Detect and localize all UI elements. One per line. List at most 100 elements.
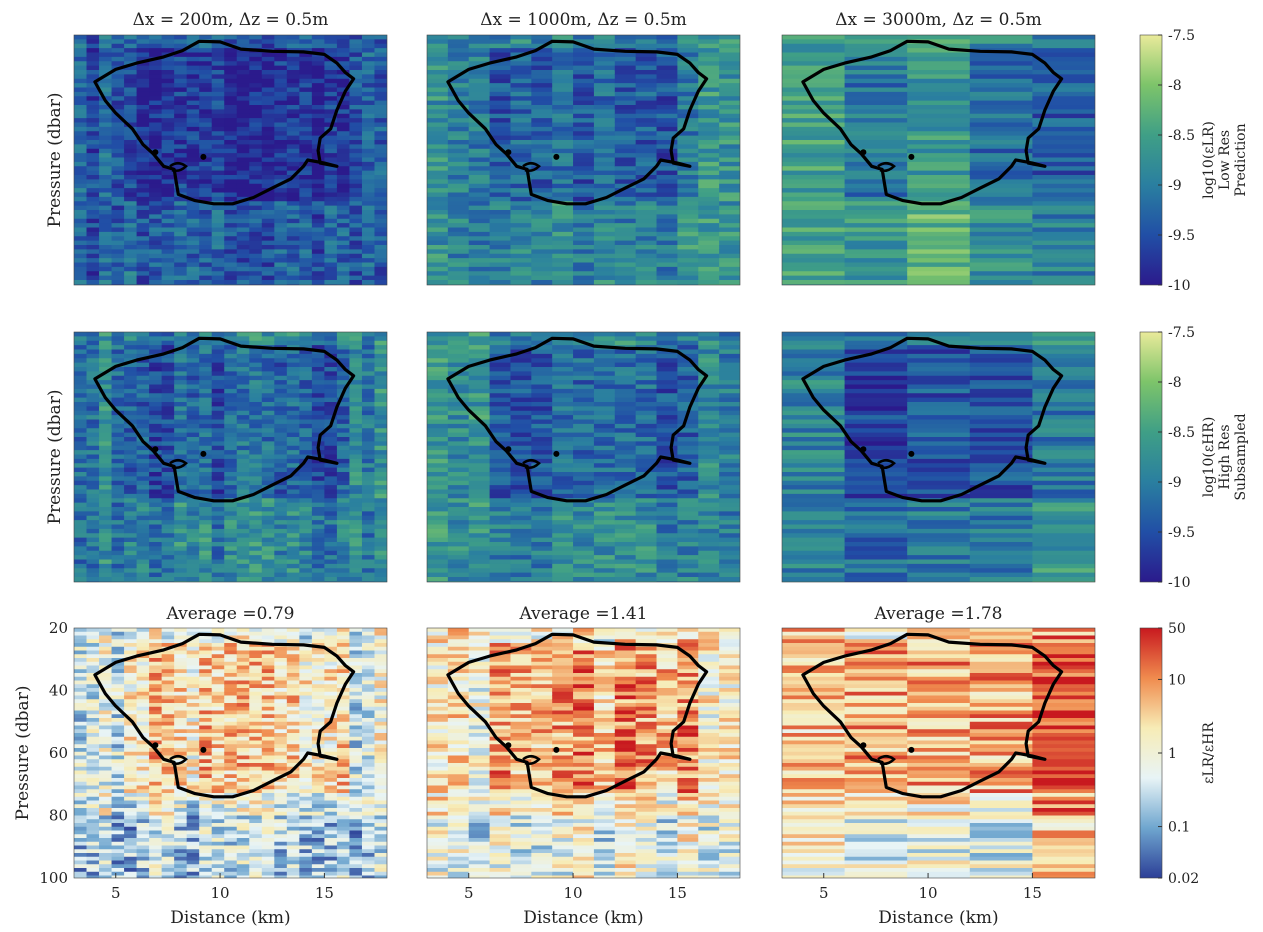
colorbar-tick-label: 10: [1168, 672, 1186, 688]
colorbar-tick-label: -7.5: [1168, 325, 1195, 341]
colorbar-tick-label: -8.5: [1168, 128, 1195, 144]
x-tick-label: 10: [919, 884, 938, 902]
panel-r2-c2: [426, 331, 741, 583]
colorbar-label: log10(εLR): [1201, 121, 1217, 199]
contour-dot: [860, 446, 867, 453]
contour-dot: [860, 742, 867, 749]
colorbar-tick-label: -9: [1168, 475, 1182, 491]
colorbar-label: Low Res: [1217, 130, 1233, 190]
heatmap-field: [782, 628, 1095, 878]
panel-frame: [781, 627, 1096, 879]
contour-dot: [505, 149, 512, 156]
panel-frame: [781, 331, 1096, 583]
colorbar-tick-label: -7.5: [1168, 28, 1195, 44]
contour-dot: [505, 446, 512, 453]
panel-frame: [426, 627, 741, 879]
panel-r2-c1: Pressure (dbar): [45, 331, 388, 583]
colorbar-tick-label: 50: [1168, 621, 1186, 637]
panel-title: Average =0.79: [166, 604, 295, 624]
colorbar-tick-label: 0.1: [1168, 820, 1190, 836]
colorbar-row-2: -7.5 -8 -8.5 -9 -9.5 -10 log10(εHR) High Res Sub…: [1139, 325, 1249, 591]
panel-frame: [73, 331, 388, 583]
colorbar: [1139, 331, 1163, 583]
panel-frame: [73, 627, 388, 879]
panel-r1-c2: Δx = 1000m, Δz = 0.5m: [426, 10, 741, 286]
inner-contour: [169, 754, 188, 766]
column-title: Δx = 3000m, Δz = 0.5m: [835, 10, 1042, 30]
y-tick-label: 60: [49, 744, 68, 762]
panel-r3-c2: Average =1.41 5 10 15 Distance (km): [426, 604, 741, 928]
contour-dot: [152, 742, 159, 749]
eddy-contour: [446, 39, 709, 206]
panel-r1-c1: Δx = 200m, Δz = 0.5m Pressure (dbar): [45, 10, 388, 286]
heatmap-field: [74, 332, 387, 582]
contour-dot: [908, 153, 915, 160]
x-tick-label: 10: [564, 884, 583, 902]
y-tick-label: 40: [49, 682, 68, 700]
colorbar-tick-label: 1: [1168, 746, 1177, 762]
colorbar-tick-label: -9: [1168, 178, 1182, 194]
y-tick-label: 80: [49, 807, 68, 825]
colorbar-row-1: -7.5 -8 -8.5 -9 -9.5 -10 log10(εLR) Low Res Pred…: [1139, 28, 1249, 294]
colorbar-tick-label: -9.5: [1168, 228, 1195, 244]
inner-contour: [877, 161, 896, 173]
column-title: Δx = 200m, Δz = 0.5m: [133, 10, 329, 30]
eddy-contour: [446, 336, 709, 503]
contour-dot: [152, 149, 159, 156]
inner-contour: [169, 458, 188, 470]
panel-frame: [781, 34, 1096, 286]
heatmap-field: [782, 35, 1095, 285]
inner-contour: [522, 458, 541, 470]
contour-dot: [152, 446, 159, 453]
contour-dot: [553, 746, 560, 753]
contour-dot: [908, 746, 915, 753]
heatmap-field: [782, 332, 1095, 582]
panel-title: Average =1.78: [874, 604, 1003, 624]
eddy-contour: [801, 632, 1064, 799]
column-title: Δx = 1000m, Δz = 0.5m: [480, 10, 687, 30]
contour-dot: [908, 450, 915, 457]
eddy-contour: [446, 632, 709, 799]
x-axis-label: Distance (km): [878, 908, 998, 928]
colorbar-label: log10(εHR): [1201, 417, 1217, 498]
colorbar-tick-label: -10: [1168, 278, 1191, 294]
x-tick-label: 15: [1023, 884, 1042, 902]
colorbar-tick-label: -8: [1168, 78, 1182, 94]
panel-r1-c3: Δx = 3000m, Δz = 0.5m: [781, 10, 1096, 286]
x-tick-label: 5: [464, 884, 474, 902]
y-tick-label: 100: [39, 869, 68, 887]
panel-r2-c3: [781, 331, 1096, 583]
x-tick-label: 15: [315, 884, 334, 902]
contour-dot: [860, 149, 867, 156]
x-tick-label: 15: [668, 884, 687, 902]
inner-contour: [522, 161, 541, 173]
colorbar-label: εLR/εHR: [1201, 722, 1217, 784]
colorbar: [1139, 34, 1163, 286]
panel-frame: [426, 34, 741, 286]
contour-dot: [200, 746, 207, 753]
x-tick-label: 5: [819, 884, 829, 902]
colorbar-tick-label: 0.02: [1168, 871, 1199, 887]
heatmap-field: [427, 628, 740, 878]
colorbar-tick-label: -10: [1168, 575, 1191, 591]
x-axis-label: Distance (km): [523, 908, 643, 928]
x-tick-label: 5: [111, 884, 121, 902]
contour-dot: [553, 450, 560, 457]
contour-dot: [200, 153, 207, 160]
eddy-contour: [93, 336, 356, 503]
panel-frame: [73, 34, 388, 286]
colorbar-label: Subsampled: [1233, 413, 1249, 500]
colorbar-label: Prediction: [1233, 123, 1249, 196]
panel-title: Average =1.41: [519, 604, 648, 624]
inner-contour: [169, 161, 188, 173]
heatmap-field: [74, 628, 387, 878]
colorbar-tick-label: -8: [1168, 375, 1182, 391]
colorbar-label: High Res: [1217, 424, 1233, 489]
colorbar-tick-label: -9.5: [1168, 525, 1195, 541]
y-tick-label: 20: [49, 619, 68, 637]
inner-contour: [877, 754, 896, 766]
inner-contour: [522, 754, 541, 766]
contour-dot: [505, 742, 512, 749]
x-axis-label: Distance (km): [170, 908, 290, 928]
